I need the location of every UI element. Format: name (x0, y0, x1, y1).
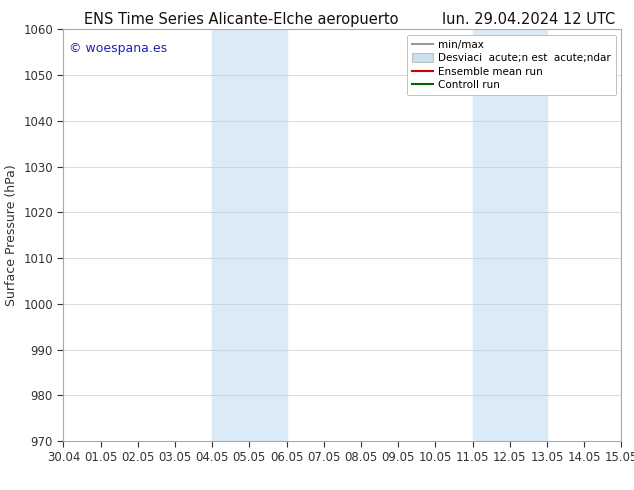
Text: ENS Time Series Alicante-Elche aeropuerto: ENS Time Series Alicante-Elche aeropuert… (84, 12, 398, 27)
Y-axis label: Surface Pressure (hPa): Surface Pressure (hPa) (4, 164, 18, 306)
Bar (472, 29, 547, 441)
Text: lun. 29.04.2024 12 UTC: lun. 29.04.2024 12 UTC (442, 12, 615, 27)
Bar (212, 29, 287, 441)
Text: © woespana.es: © woespana.es (69, 42, 167, 55)
Legend: min/max, Desviaci  acute;n est  acute;ndar, Ensemble mean run, Controll run: min/max, Desviaci acute;n est acute;ndar… (407, 35, 616, 96)
